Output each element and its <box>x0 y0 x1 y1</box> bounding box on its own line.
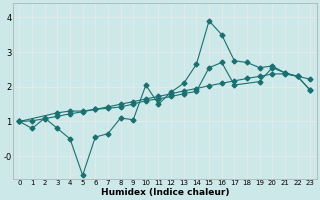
X-axis label: Humidex (Indice chaleur): Humidex (Indice chaleur) <box>100 188 229 197</box>
